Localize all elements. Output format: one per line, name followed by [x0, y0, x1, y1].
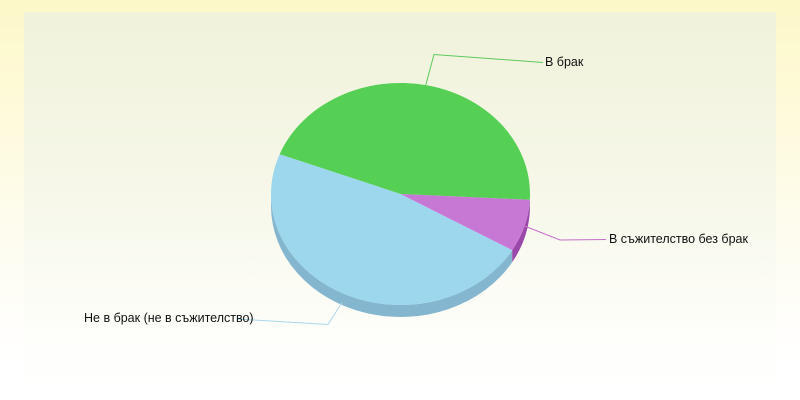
callout-line-0	[425, 53, 544, 87]
callout-line-1	[236, 302, 343, 326]
pie-slice-2	[400, 194, 530, 251]
label-sazhitelstvo-bez-brak: В съжителство без брак	[609, 232, 748, 246]
callout-line-2	[524, 225, 607, 241]
pie-slice-side-2	[512, 199, 530, 263]
pie-slice-1	[271, 154, 513, 305]
pie-slice-0	[279, 83, 530, 200]
label-ne-v-brak: Не в брак (не в съжителство)	[84, 311, 254, 325]
label-v-brak: В брак	[545, 55, 584, 69]
